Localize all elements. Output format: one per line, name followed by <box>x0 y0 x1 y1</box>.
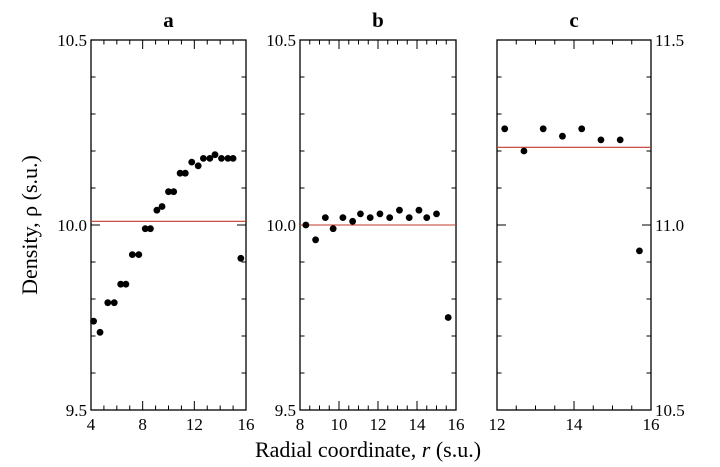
panel-a-data-point <box>188 158 196 166</box>
panel-b-x-tick-label: 12 <box>370 415 387 434</box>
panel-a-data-point <box>128 251 136 258</box>
panel-b: b 8 10 12 14 16 9.5 10.0 10.5 <box>266 8 464 434</box>
panel-a-data-point <box>122 280 130 288</box>
panel-b-data-point <box>312 236 319 244</box>
panel-c-y-tick-label: 10.5 <box>655 401 685 420</box>
panel-b-y-tick-label: 10.5 <box>266 31 296 50</box>
panel-a-y-tick-label: 10.5 <box>57 31 87 50</box>
panel-b-x-tick-label: 16 <box>448 415 465 434</box>
panel-a-frame <box>90 39 247 411</box>
panel-a-data-point <box>181 169 189 177</box>
panel-a-x-tick-label: 8 <box>138 415 147 434</box>
panel-a-data-point <box>199 155 207 162</box>
panel-a-data-point <box>237 254 245 262</box>
panel-a-x-tick-label: 12 <box>186 415 203 434</box>
panel-b-data-point <box>349 217 357 225</box>
panel-b-data-point <box>329 225 337 233</box>
panel-c-frame <box>496 39 652 411</box>
panel-b-data-point <box>302 221 310 229</box>
panel-a-title: a <box>163 8 174 32</box>
panel-a-data-point <box>110 299 118 307</box>
panel-b-data-point <box>357 210 364 218</box>
panel-b-data-point <box>433 210 440 218</box>
panel-b-data-point <box>376 210 384 218</box>
panel-a-data-point <box>194 162 202 170</box>
panel-a-y-tick-label: 9.5 <box>66 401 87 420</box>
panel-a-data-point <box>104 299 112 307</box>
panel-c-data-point <box>597 136 605 144</box>
panel-a-x-tick-label: 4 <box>87 415 96 434</box>
panel-c-title: c <box>569 8 578 32</box>
panel-b-data-point <box>396 206 403 214</box>
x-axis-title-suffix: (s.u.) <box>430 437 481 462</box>
panel-c-data-point <box>559 132 566 140</box>
panel-a-data-point <box>224 155 232 162</box>
panel-c-y-tick-label: 11.5 <box>655 31 684 50</box>
x-axis-title-variable: r <box>422 437 431 462</box>
panel-c-data-point <box>501 125 509 133</box>
panel-b-data-point <box>423 214 431 222</box>
panel-c-data-point <box>539 125 547 133</box>
panel-c-data-point <box>578 125 586 133</box>
panel-c-y-tick-label: 11.0 <box>655 216 684 235</box>
panel-a-data-point <box>90 317 97 325</box>
panel-c-x-tick-label: 16 <box>643 415 660 434</box>
panel-b-y-tick-label: 10.0 <box>266 216 296 235</box>
panel-a-data-point <box>211 151 219 159</box>
panel-a: a 4 8 12 16 9.5 10.0 10.5 <box>57 8 254 434</box>
panel-a-data-point <box>170 188 178 196</box>
panel-a-data-point <box>96 328 104 336</box>
panel-b-y-tick-label: 9.5 <box>275 401 296 420</box>
x-axis-title: Radial coordinate, r (s.u.) <box>255 437 481 462</box>
panel-a-data-point <box>117 280 125 288</box>
panel-a-data-point <box>165 188 172 196</box>
panel-a-data-point <box>141 225 149 233</box>
panel-b-data-point <box>405 214 413 222</box>
panel-c-data-point <box>636 247 643 255</box>
panel-a-data-point <box>206 155 214 162</box>
panel-a-data-point <box>218 155 225 162</box>
panel-a-data-point <box>147 225 154 233</box>
panel-b-data-point <box>415 206 423 214</box>
panel-c-x-tick-label: 12 <box>489 415 506 434</box>
panel-a-data-point <box>135 251 143 258</box>
panel-a-data-point <box>229 155 237 162</box>
panel-a-data-point <box>158 203 166 210</box>
panel-b-data-point <box>444 314 452 321</box>
panel-b-data-point <box>321 214 329 222</box>
panel-a-y-tick-label: 10.0 <box>57 216 87 235</box>
panel-a-data-point <box>176 169 184 177</box>
y-axis-title: Density, ρ (s.u.) <box>17 155 42 295</box>
panels: a4 8 12 169.510.010.5b8 10 12 14 169.510.010.5c… <box>57 8 685 434</box>
panel-b-data-point <box>386 214 394 222</box>
x-axis-title-prefix: Radial coordinate, <box>255 437 422 462</box>
panel-c-data-point <box>616 136 624 144</box>
panel-c-data-point <box>520 147 528 155</box>
panel-b-title: b <box>372 8 384 32</box>
panel-c-x-tick-label: 14 <box>566 415 584 434</box>
panel-a-data-point <box>153 206 161 214</box>
panel-b-data-point <box>366 214 374 222</box>
panel-b-data-point <box>339 214 347 222</box>
panel-b-x-tick-label: 10 <box>331 415 348 434</box>
panel-b-x-tick-label: 8 <box>296 415 305 434</box>
panel-b-x-tick-label: 14 <box>409 415 427 434</box>
panel-a-x-tick-label: 16 <box>238 415 255 434</box>
